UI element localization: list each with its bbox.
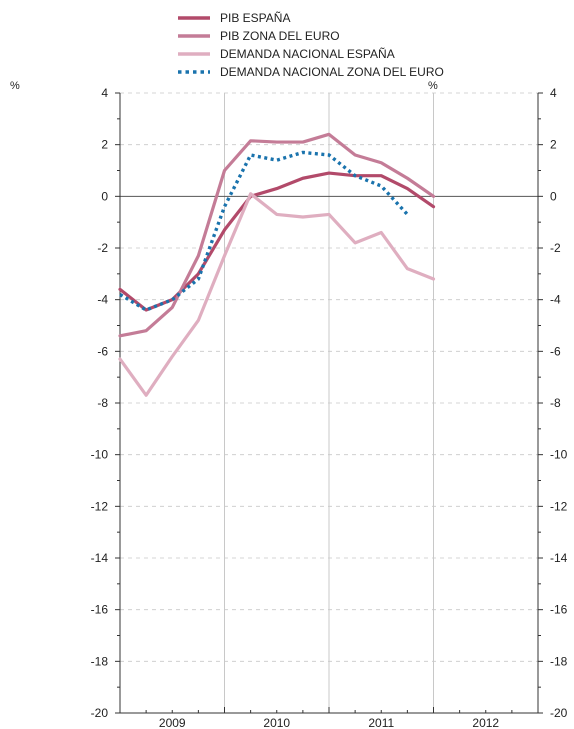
y-tick-label-left: -12: [91, 499, 109, 513]
y-tick-label-right: -20: [550, 706, 568, 720]
y-tick-label-left: -14: [91, 551, 109, 565]
y-tick-label-left: 4: [101, 86, 108, 100]
grid: [120, 92, 538, 713]
y-tick-label-left: 0: [101, 189, 108, 203]
y-tick-label-left: 2: [101, 138, 108, 152]
legend-label-3: DEMANDA NACIONAL ZONA DEL EURO: [220, 65, 444, 79]
x-tick-label: 2010: [263, 716, 290, 729]
x-tick-label: 2011: [368, 716, 394, 729]
series-line-2: [118, 192, 436, 397]
y-tick-label-right: -10: [550, 448, 568, 462]
y-tick-label-right: -18: [550, 654, 568, 668]
y-tick-label-left: -20: [91, 706, 109, 720]
y-tick-label-right: 4: [550, 86, 557, 100]
series-line-0: [118, 171, 436, 312]
y-unit-right: %: [428, 80, 438, 92]
y-tick-label-right: 2: [550, 138, 557, 152]
x-tick-label: 2009: [159, 716, 186, 729]
y-tick-label-right: -12: [550, 499, 568, 513]
y-tick-label-left: -8: [97, 396, 108, 410]
y-tick-label-right: -6: [550, 344, 561, 358]
y-tick-label-left: -18: [91, 654, 109, 668]
legend-label-1: PIB ZONA DEL EURO: [220, 29, 340, 43]
y-tick-label-left: -4: [97, 293, 108, 307]
y-tick-label-right: -2: [550, 241, 561, 255]
y-tick-label-left: -2: [97, 241, 108, 255]
x-tick-label: 2012: [472, 716, 499, 729]
y-tick-label-right: 0: [550, 189, 557, 203]
y-tick-label-right: -8: [550, 396, 561, 410]
series-layer: [118, 132, 436, 397]
y-tick-label-left: -6: [97, 344, 108, 358]
legend-label-2: DEMANDA NACIONAL ESPAÑA: [220, 47, 395, 61]
y-tick-label-left: -10: [91, 448, 109, 462]
y-tick-label-right: -4: [550, 293, 561, 307]
legend-label-0: PIB ESPAÑA: [220, 11, 290, 25]
y-tick-label-left: -16: [91, 603, 109, 617]
series-line-3: [119, 150, 409, 312]
axes: 4 4 2 2 0 0 -2 -2 -4 -4 -6 -6 -8 -8 -10 -10 -12 -12 -14 -14…: [91, 86, 568, 729]
y-unit-left: %: [10, 80, 20, 92]
series-line-1: [118, 132, 436, 338]
y-tick-label-right: -14: [550, 551, 568, 565]
legend: PIB ESPAÑA PIB ZONA DEL EURO DEMANDA NACIO…: [178, 11, 444, 79]
y-tick-label-right: -16: [550, 603, 568, 617]
